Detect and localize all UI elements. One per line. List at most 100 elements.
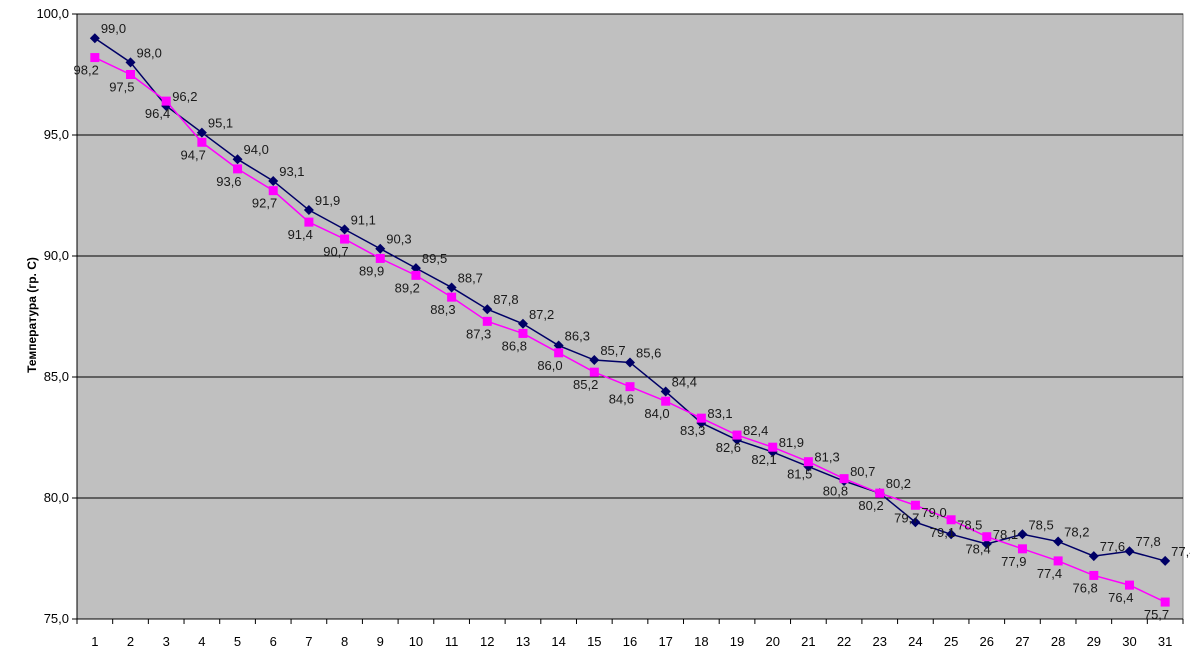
series-1-data-label: 83,1 [707, 406, 732, 421]
x-tick-label: 20 [765, 634, 779, 649]
x-tick-label: 25 [944, 634, 958, 649]
series-2-point [1017, 544, 1027, 554]
series-2-data-label: 88,3 [430, 302, 455, 317]
series-2-data-label: 89,9 [359, 263, 384, 278]
series-1-point [232, 154, 243, 165]
series-1-data-label: 87,2 [529, 307, 554, 322]
series-1-data-label: 80,2 [886, 476, 911, 491]
series-1-data-label: 96,2 [172, 89, 197, 104]
series-2-data-label: 86,8 [502, 338, 527, 353]
series-2-point [910, 500, 920, 510]
series-1-data-label: 89,5 [422, 251, 447, 266]
series-1-data-label: 77,8 [1135, 534, 1160, 549]
series-2-data-label: 80,8 [823, 484, 848, 499]
series-2-data-label: 97,5 [109, 80, 134, 95]
x-tick-label: 9 [377, 634, 384, 649]
x-tick-label: 30 [1122, 634, 1136, 649]
series-2-point [126, 70, 136, 79]
series-2-data-label: 84,0 [644, 406, 669, 421]
series-1-data-label: 91,1 [351, 212, 376, 227]
series-1-point [1053, 536, 1064, 547]
series-2-point [1160, 597, 1170, 607]
series-2-point [518, 328, 528, 338]
series-2-data-label: 82,6 [716, 440, 741, 455]
series-1-point [910, 517, 921, 528]
x-tick-label: 26 [980, 634, 994, 649]
series-2-point [946, 515, 956, 525]
series-2-point [661, 396, 671, 406]
series-2-point [732, 430, 742, 440]
series-1-point [660, 386, 671, 397]
series-1-data-label: 87,8 [493, 292, 518, 307]
x-tick-label: 15 [587, 634, 601, 649]
series-2-data-label: 82,1 [751, 452, 776, 467]
y-tick-label: 80,0 [44, 490, 69, 505]
series-1-point [196, 127, 207, 138]
series-1-data-label: 78,1 [993, 527, 1018, 542]
series-1-point [303, 205, 314, 216]
x-tick-label: 24 [908, 634, 922, 649]
series-1-data-label: 78,5 [1028, 517, 1053, 532]
series-1-point [1160, 555, 1171, 566]
series-1-point [1088, 551, 1099, 562]
series-2-point [1089, 570, 1099, 580]
series-1-point [410, 263, 421, 274]
x-tick-label: 1 [91, 634, 98, 649]
series-1-data-label: 93,1 [279, 164, 304, 179]
series-1-data-label: 79,0 [921, 505, 946, 520]
x-tick-label: 31 [1158, 634, 1172, 649]
y-tick-label: 95,0 [44, 127, 69, 142]
series-2-point [90, 53, 100, 63]
series-2-point [411, 270, 421, 280]
series-1-data-label: 82,4 [743, 423, 768, 438]
series-1-data-label: 98,0 [137, 45, 162, 60]
x-tick-label: 11 [445, 634, 459, 649]
series-2-data-label: 96,4 [145, 106, 170, 121]
x-tick-label: 2 [127, 634, 134, 649]
series-2-data-label: 87,3 [466, 326, 491, 341]
x-tick-label: 18 [694, 634, 708, 649]
x-tick-label: 17 [658, 634, 672, 649]
series-2-data-label: 75,7 [1144, 607, 1169, 622]
y-axis-ticks: 75,0 80,0 85,0 90,0 95,0 100,0 [36, 6, 78, 626]
x-axis-ticks: 1 2 3 4 5 6 7 8 9 10 11 12 13 14 15 16 17 18 19 20 21 22 23 24 2… [76, 618, 1184, 649]
series-2-point [304, 217, 314, 227]
series-2-point [1124, 580, 1134, 590]
series-2-point [1053, 556, 1063, 566]
series-2-data-label: 77,9 [1001, 554, 1026, 569]
series-2-point [161, 96, 171, 106]
series-2-data-label: 81,5 [787, 467, 812, 482]
series-1-point [1124, 546, 1135, 557]
x-tick-label: 3 [163, 634, 170, 649]
series-1-point [625, 357, 635, 368]
series-1-point [446, 282, 457, 293]
series-2-data-label: 85,2 [573, 377, 598, 392]
series-2-data-label: 93,6 [216, 174, 241, 189]
series-1-data-label: 90,3 [386, 232, 411, 247]
series-2-point [768, 442, 778, 452]
series-2-point [875, 488, 885, 498]
series-2-point [482, 316, 492, 326]
x-tick-label: 7 [305, 634, 312, 649]
x-tick-label: 8 [341, 634, 348, 649]
series-1-point [482, 304, 493, 315]
series-1-data-label: 95,1 [208, 116, 233, 131]
series-2-point [197, 137, 207, 147]
series-1-data-label: 85,7 [600, 343, 625, 358]
series-2-data-label: 79,7 [894, 510, 919, 525]
series-1-point [589, 355, 600, 366]
x-tick-label: 28 [1051, 634, 1065, 649]
x-tick-label: 19 [730, 634, 744, 649]
series-2-data-label: 91,4 [288, 227, 313, 242]
y-tick-label: 90,0 [44, 248, 69, 263]
y-tick-label: 75,0 [44, 611, 69, 626]
x-tick-label: 16 [623, 634, 637, 649]
series-1-point [268, 175, 279, 186]
series-2-data-label: 77,4 [1037, 566, 1062, 581]
y-tick-label: 85,0 [44, 369, 69, 384]
series-2-data-label: 76,4 [1108, 590, 1133, 605]
series-2-point [554, 348, 564, 358]
x-tick-label: 13 [516, 634, 530, 649]
x-tick-label: 12 [480, 634, 494, 649]
